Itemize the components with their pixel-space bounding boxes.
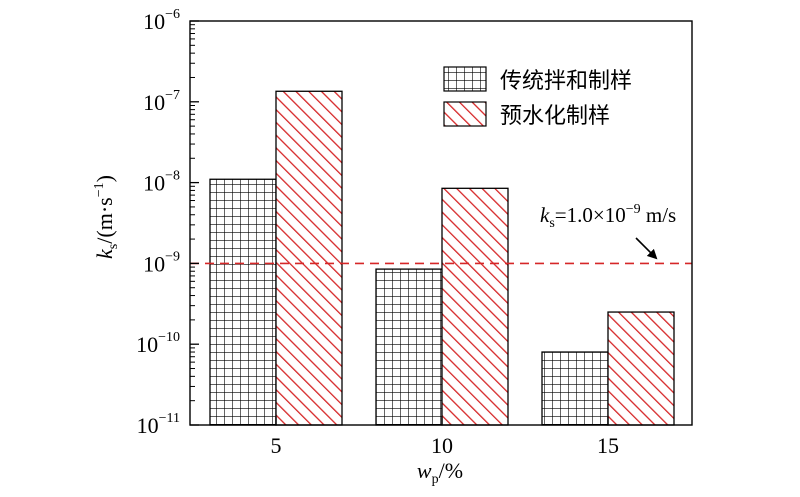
x-tick-label: 5 xyxy=(271,433,282,458)
y-axis-ticks: 10−6 10−7 10−8 10−9 10−10 10−11 xyxy=(136,7,199,438)
plot-area-frame xyxy=(189,20,693,426)
y-tick-label: 10−6 xyxy=(143,7,180,34)
y-tick-label: 10−9 xyxy=(143,249,180,276)
reference-arrow xyxy=(635,237,658,260)
x-tick-label: 15 xyxy=(597,433,619,458)
reference-line-label: ks=1.0×10−9 m/s xyxy=(540,202,676,231)
legend-label-series-1: 传统拌和制样 xyxy=(500,69,632,94)
y-tick-label: 10−8 xyxy=(143,169,180,196)
x-axis-ticks: 5 10 15 xyxy=(271,417,619,458)
y-tick-label: 10−7 xyxy=(143,88,180,115)
bar-prehydrated-10 xyxy=(441,187,509,426)
bar-traditional-5 xyxy=(209,178,277,426)
y-axis-label: ks/(m·s−1) xyxy=(92,175,121,259)
x-tick-label: 10 xyxy=(431,433,453,458)
legend: 传统拌和制样 预水化制样 xyxy=(443,66,632,129)
legend-label-series-2: 预水化制样 xyxy=(500,104,610,129)
bar-traditional-15 xyxy=(541,351,609,426)
legend-swatch-series-2 xyxy=(443,101,487,127)
legend-swatch-series-1 xyxy=(443,66,487,92)
bar-traditional-10 xyxy=(375,268,443,426)
y-tick-label: 10−10 xyxy=(136,330,180,357)
y-tick-label: 10−11 xyxy=(137,411,180,438)
bars-layer xyxy=(209,90,675,426)
x-axis-label: wp/% xyxy=(417,458,463,487)
bar-prehydrated-15 xyxy=(607,311,675,426)
bar-prehydrated-5 xyxy=(275,90,343,426)
